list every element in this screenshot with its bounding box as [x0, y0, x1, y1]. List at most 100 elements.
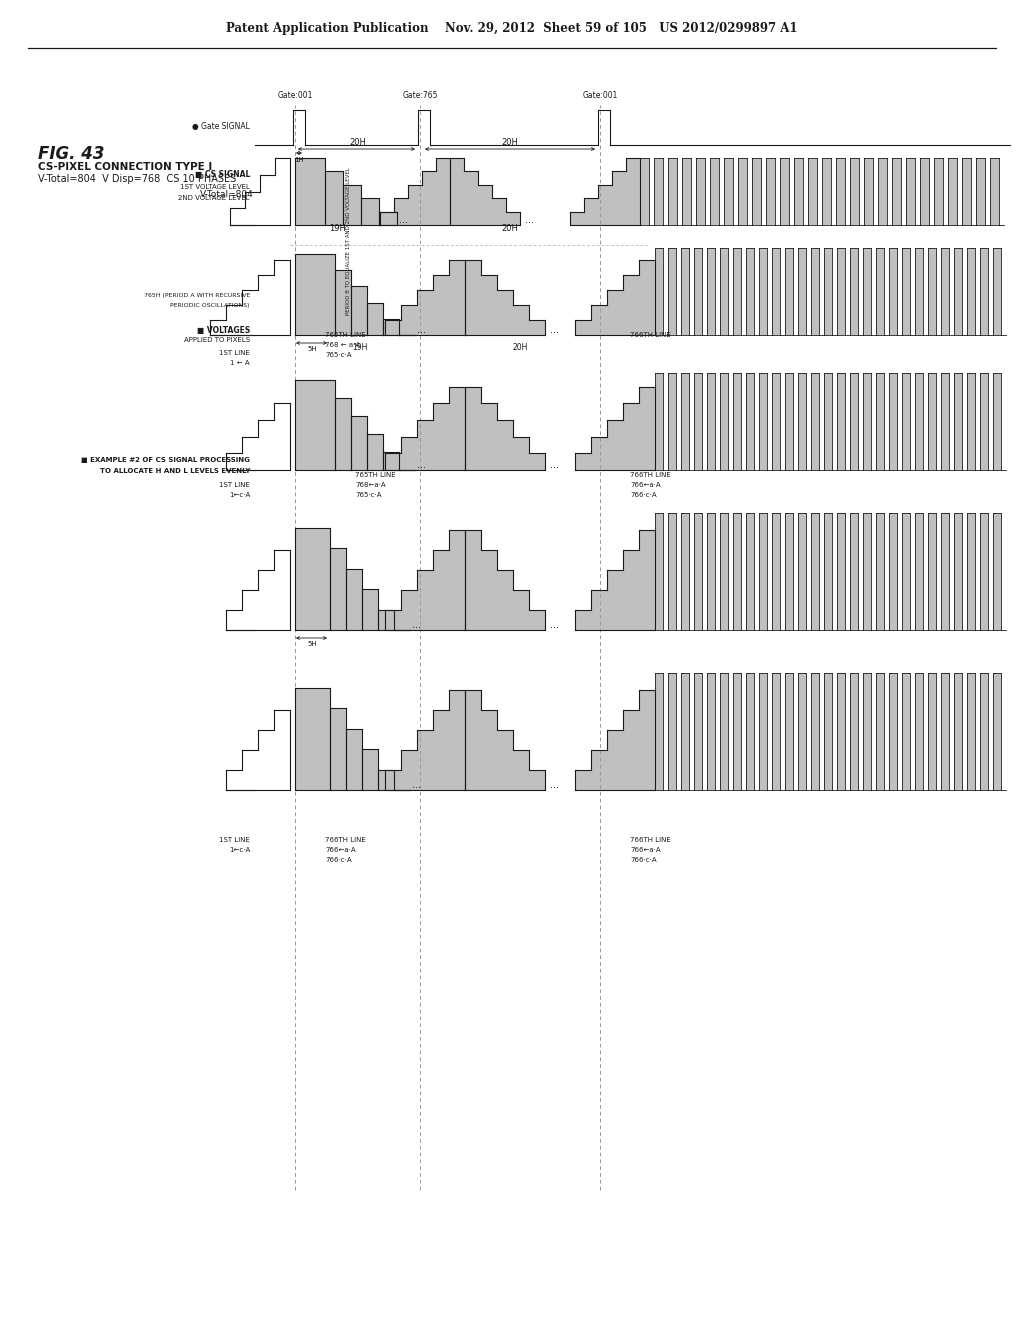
Bar	[668, 673, 676, 789]
Bar	[941, 513, 949, 630]
Bar	[720, 513, 728, 630]
Bar	[746, 374, 754, 470]
Bar	[513, 305, 529, 335]
Bar	[639, 260, 655, 335]
Bar	[639, 690, 655, 789]
Text: ■ VOLTAGES: ■ VOLTAGES	[197, 326, 250, 334]
Bar	[497, 420, 513, 470]
Bar	[584, 198, 598, 224]
Bar	[915, 374, 923, 470]
Text: 20H: 20H	[502, 224, 518, 234]
Bar	[811, 673, 819, 789]
Bar	[681, 673, 689, 789]
Text: ...: ...	[412, 620, 421, 630]
Bar	[497, 570, 513, 630]
Bar	[497, 290, 513, 335]
Bar	[824, 513, 831, 630]
Bar	[682, 158, 691, 224]
Bar	[433, 275, 449, 335]
Bar	[385, 770, 401, 789]
Text: ...: ...	[550, 780, 559, 789]
Bar	[759, 513, 767, 630]
Text: 19H: 19H	[352, 343, 368, 352]
Bar	[863, 513, 871, 630]
Bar	[892, 158, 901, 224]
Bar	[954, 673, 962, 789]
Bar	[346, 729, 362, 789]
Bar	[720, 248, 728, 335]
Bar	[993, 513, 1001, 630]
Bar	[401, 305, 417, 335]
Bar	[449, 387, 465, 470]
Bar	[464, 172, 478, 224]
Bar	[772, 248, 780, 335]
Text: Gate:765: Gate:765	[402, 91, 437, 100]
Text: ...: ...	[399, 215, 408, 224]
Bar	[902, 248, 910, 335]
Bar	[362, 589, 378, 630]
Bar	[433, 404, 449, 470]
Bar	[772, 374, 780, 470]
Text: 766·c·A: 766·c·A	[630, 492, 656, 498]
Bar	[478, 185, 492, 224]
Bar	[811, 513, 819, 630]
Bar	[889, 374, 897, 470]
Bar	[465, 387, 481, 470]
Bar	[623, 404, 639, 470]
Bar	[379, 211, 397, 224]
Text: 765H (PERIOD A WITH RECURSIVE: 765H (PERIOD A WITH RECURSIVE	[143, 293, 250, 297]
Bar	[655, 374, 663, 470]
Bar	[607, 420, 623, 470]
Bar	[591, 590, 607, 630]
Bar	[863, 673, 871, 789]
Bar	[707, 673, 715, 789]
Bar	[607, 570, 623, 630]
Bar	[481, 275, 497, 335]
Bar	[928, 374, 936, 470]
Text: 765·c·A: 765·c·A	[325, 352, 351, 358]
Bar	[335, 399, 351, 470]
Bar	[785, 673, 793, 789]
Text: 1H: 1H	[294, 157, 304, 162]
Bar	[383, 451, 399, 470]
Bar	[928, 248, 936, 335]
Text: V-Total=804: V-Total=804	[200, 190, 254, 199]
Text: CS-PIXEL CONNECTION TYPE I: CS-PIXEL CONNECTION TYPE I	[38, 162, 212, 172]
Bar	[694, 673, 702, 789]
Bar	[934, 158, 943, 224]
Bar	[850, 158, 859, 224]
Bar	[422, 172, 436, 224]
Bar	[876, 513, 884, 630]
Text: ...: ...	[525, 215, 534, 224]
Bar	[378, 610, 394, 630]
Bar	[295, 158, 325, 224]
Bar	[612, 172, 626, 224]
Bar	[513, 750, 529, 789]
Bar	[824, 248, 831, 335]
Bar	[962, 158, 971, 224]
Bar	[928, 513, 936, 630]
Bar	[417, 420, 433, 470]
Text: ■ CS SIGNAL: ■ CS SIGNAL	[195, 170, 250, 180]
Bar	[733, 673, 741, 789]
Text: Gate:001: Gate:001	[278, 91, 312, 100]
Bar	[772, 513, 780, 630]
Bar	[889, 673, 897, 789]
Bar	[876, 374, 884, 470]
Bar	[759, 374, 767, 470]
Bar	[710, 158, 719, 224]
Bar	[394, 198, 408, 224]
Text: 766TH LINE: 766TH LINE	[325, 837, 366, 843]
Bar	[295, 688, 330, 789]
Bar	[746, 673, 754, 789]
Text: 1ST LINE: 1ST LINE	[219, 837, 250, 843]
Text: 20H: 20H	[349, 139, 366, 147]
Bar	[850, 374, 858, 470]
Bar	[798, 673, 806, 789]
Text: 766TH LINE: 766TH LINE	[630, 333, 671, 338]
Bar	[941, 248, 949, 335]
Bar	[993, 673, 1001, 789]
Bar	[481, 710, 497, 789]
Bar	[967, 673, 975, 789]
Bar	[513, 437, 529, 470]
